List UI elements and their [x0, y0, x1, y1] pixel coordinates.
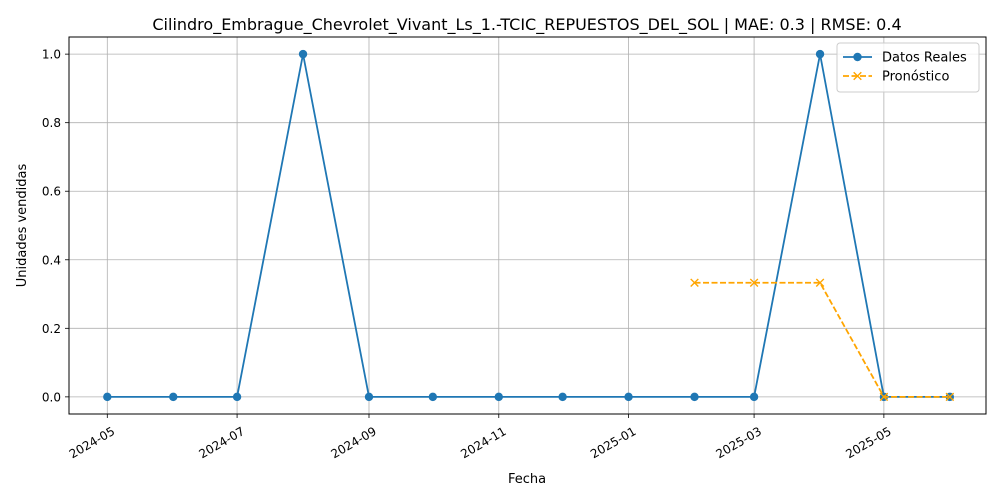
x-tick-label: 2025-03: [714, 424, 764, 461]
y-tick-label: 1.0: [42, 48, 61, 62]
plot-frame: [68, 36, 987, 415]
legend: Datos Reales Pronóstico: [836, 42, 980, 93]
data-point-actual: [428, 392, 438, 402]
data-point-actual: [103, 392, 112, 402]
data-point-actual: [232, 392, 242, 402]
x-tick-label: 2025-05: [843, 424, 893, 461]
data-point-actual: [364, 392, 374, 402]
data-point-forecast: [879, 392, 889, 402]
chart-title: Cilindro_Embrague_Chevrolet_Vivant_Ls_1.…: [152, 15, 901, 35]
data-point-actual: [815, 49, 825, 59]
x-tick-label: 2024-05: [67, 424, 117, 461]
legend-label-forecast: Pronóstico: [882, 70, 949, 85]
legend-marker-forecast: [853, 71, 862, 81]
y-axis-ticks: 0.0 0.2 0.4 0.6 0.8 1.0: [42, 48, 69, 404]
series-layer: [103, 49, 955, 402]
x-axis-label: Fecha: [508, 472, 546, 487]
x-tick-label: 2024-09: [328, 424, 378, 461]
data-point-forecast: [749, 278, 759, 288]
legend-label-actual: Datos Reales: [882, 51, 967, 66]
y-tick-label: 0.2: [42, 322, 61, 336]
data-point-actual: [690, 392, 699, 402]
data-point-actual: [494, 392, 503, 402]
series-line-0: [107, 53, 950, 398]
y-tick-label: 0.0: [42, 390, 61, 404]
data-point-actual: [298, 49, 308, 59]
grid-lines: [69, 37, 986, 414]
data-point-actual: [558, 392, 567, 402]
data-point-forecast: [815, 278, 825, 288]
x-tick-label: 2025-01: [588, 424, 638, 461]
data-point-actual: [749, 392, 759, 402]
x-axis-ticks: 2024-05 2024-07 2024-09 2024-11 2025-01 2025-…: [67, 414, 894, 461]
y-tick-label: 0.8: [42, 116, 61, 130]
data-point-forecast: [690, 278, 699, 288]
x-tick-label: 2024-11: [458, 424, 508, 461]
series-line-1: [694, 281, 950, 398]
y-tick-label: 0.6: [42, 185, 61, 199]
legend-box: [836, 42, 980, 93]
data-point-forecast: [945, 392, 955, 402]
y-tick-label: 0.4: [42, 253, 61, 267]
legend-marker-actual: [853, 52, 862, 62]
x-tick-label: 2024-07: [197, 424, 247, 461]
y-axis-label: Unidades vendidas: [15, 164, 30, 288]
data-point-actual: [169, 392, 178, 402]
data-point-actual: [624, 392, 633, 402]
